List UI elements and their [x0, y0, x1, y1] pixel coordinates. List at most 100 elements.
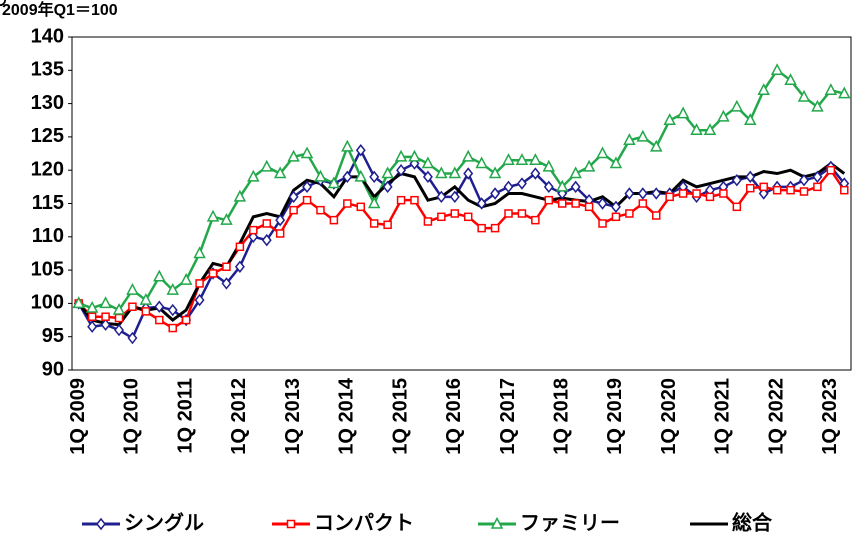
- x-tick-label: 1Q 2015: [389, 378, 411, 455]
- y-tick-label: 125: [31, 125, 64, 147]
- data-point: [87, 320, 98, 333]
- data-point: [112, 302, 126, 315]
- data-point: [543, 180, 554, 194]
- data-point: [840, 185, 849, 195]
- data-point: [141, 307, 151, 316]
- x-tick-label: 1Q 2017: [497, 378, 519, 455]
- data-point: [341, 139, 354, 152]
- data-point: [114, 323, 124, 337]
- data-point: [623, 133, 636, 145]
- data-point: [770, 63, 784, 76]
- data-point: [542, 159, 556, 172]
- data-point: [114, 313, 124, 323]
- x-tick-label: 1Q 2019: [604, 378, 626, 455]
- data-point: [396, 195, 406, 205]
- data-point: [746, 183, 755, 193]
- data-point: [367, 196, 381, 209]
- data-point: [342, 170, 353, 184]
- data-point: [555, 179, 569, 192]
- data-point: [127, 331, 138, 345]
- data-point: [222, 262, 231, 272]
- data-point: [799, 173, 809, 187]
- data-point: [744, 113, 757, 125]
- data-point: [287, 149, 300, 162]
- data-point: [410, 195, 419, 205]
- data-point: [663, 113, 676, 125]
- data-point: [423, 217, 433, 226]
- legend-label: ファミリー: [520, 512, 620, 534]
- data-point: [732, 202, 742, 212]
- data-point: [476, 197, 487, 210]
- y-tick-label: 140: [31, 25, 64, 47]
- data-point: [544, 195, 554, 205]
- data-point: [356, 202, 366, 212]
- data-point: [179, 272, 193, 285]
- data-point: [703, 123, 717, 135]
- data-point: [383, 220, 392, 230]
- data-point: [193, 246, 206, 259]
- data-point: [475, 156, 488, 169]
- data-point: [705, 192, 715, 202]
- data-point: [609, 156, 623, 169]
- data-point: [249, 225, 258, 235]
- data-point: [636, 129, 650, 142]
- data-point: [502, 153, 515, 165]
- data-point: [153, 269, 166, 282]
- data-point: [275, 229, 285, 238]
- x-tick-label: 1Q 2018: [551, 378, 573, 455]
- data-point: [273, 166, 287, 179]
- data-point: [652, 211, 661, 220]
- data-point: [637, 187, 648, 200]
- x-tick-label: 1Q 2023: [819, 378, 841, 455]
- data-point: [529, 153, 542, 165]
- data-point: [421, 156, 435, 169]
- x-tick-label: 1Q 2013: [282, 378, 304, 455]
- x-tick-label: 1Q 2012: [228, 378, 250, 455]
- data-point: [650, 139, 663, 152]
- data-point: [745, 170, 756, 184]
- data-point: [584, 202, 594, 212]
- y-tick-label: 110: [32, 225, 64, 247]
- data-point: [757, 83, 770, 96]
- data-point: [824, 83, 838, 96]
- data-point: [155, 315, 164, 325]
- data-point: [139, 292, 153, 305]
- data-point: [638, 199, 648, 208]
- series-line: [77, 147, 846, 340]
- data-point: [329, 215, 339, 225]
- data-point: [812, 170, 823, 184]
- data-point: [128, 302, 137, 311]
- data-point: [354, 169, 368, 182]
- data-point: [195, 279, 204, 288]
- data-point: [516, 177, 527, 190]
- y-tick-label: 105: [31, 258, 64, 280]
- data-point: [221, 277, 232, 290]
- data-point: [531, 215, 540, 225]
- data-point: [234, 260, 245, 273]
- data-point: [772, 185, 782, 195]
- data-point: [436, 190, 447, 204]
- data-point: [490, 223, 500, 233]
- data-point: [327, 176, 341, 189]
- data-point: [515, 153, 529, 165]
- data-point: [797, 89, 811, 102]
- data-point: [275, 213, 286, 227]
- data-point: [394, 149, 408, 162]
- data-point: [435, 166, 448, 179]
- data-point: [300, 146, 314, 159]
- data-point: [316, 205, 325, 215]
- data-point: [598, 219, 607, 228]
- data-point: [461, 149, 475, 162]
- data-point: [261, 233, 272, 247]
- x-tick-label: 1Q 2009: [67, 378, 89, 455]
- y-tick-label: 115: [32, 192, 64, 214]
- data-point: [838, 86, 851, 99]
- legend-marker: [0, 0, 6, 6]
- data-point: [813, 182, 822, 192]
- x-tick-label: 1Q 2020: [658, 378, 680, 455]
- data-point: [611, 212, 621, 222]
- data-point: [343, 199, 352, 208]
- data-point: [382, 180, 393, 194]
- y-tick-label: 90: [42, 358, 64, 380]
